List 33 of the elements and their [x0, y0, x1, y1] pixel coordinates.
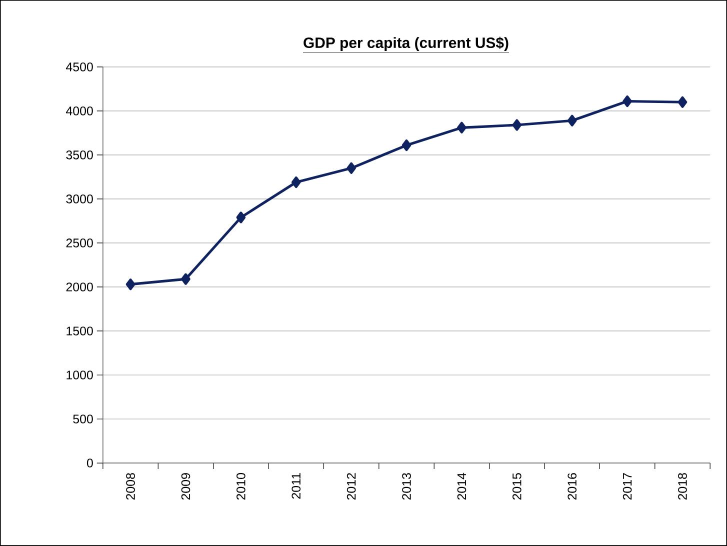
x-tick-label: 2009 [181, 473, 190, 500]
y-tick-label: 3500 [66, 150, 93, 160]
point [291, 176, 301, 188]
point [126, 278, 136, 290]
x-tick-label: 2018 [678, 473, 687, 500]
point [622, 96, 632, 108]
x-tick-label: 2014 [457, 472, 466, 500]
x-tick-label: 2011 [292, 473, 301, 499]
point [236, 212, 246, 224]
x-tick-label: 2016 [568, 473, 577, 500]
x-tick-label: 2013 [402, 473, 411, 500]
y-tick-label: 3000 [66, 194, 93, 204]
point [512, 119, 522, 131]
chart-title: GDP per capita (current US$) [304, 36, 508, 52]
x-tick-label: 2012 [346, 473, 356, 500]
y-tick-label: 1500 [66, 326, 93, 336]
x-tick-label: 2015 [512, 473, 522, 500]
y-tick-label: 0 [86, 458, 93, 468]
y-tick-label: 500 [73, 414, 93, 424]
x-tick-label: 2010 [236, 473, 246, 500]
y-tick-label: 2000 [66, 282, 93, 292]
point [567, 114, 577, 126]
y-tick-label: 4000 [66, 106, 93, 116]
point [181, 273, 190, 285]
x-tick-label: 2017 [622, 473, 632, 500]
point [346, 162, 356, 174]
x-tick-label: 2008 [126, 473, 135, 500]
point [678, 96, 688, 108]
point [457, 122, 466, 134]
y-tick-label: 2500 [66, 238, 93, 248]
point [402, 140, 412, 152]
y-tick-label: 1000 [66, 370, 93, 380]
y-tick-label: 4500 [66, 62, 93, 72]
